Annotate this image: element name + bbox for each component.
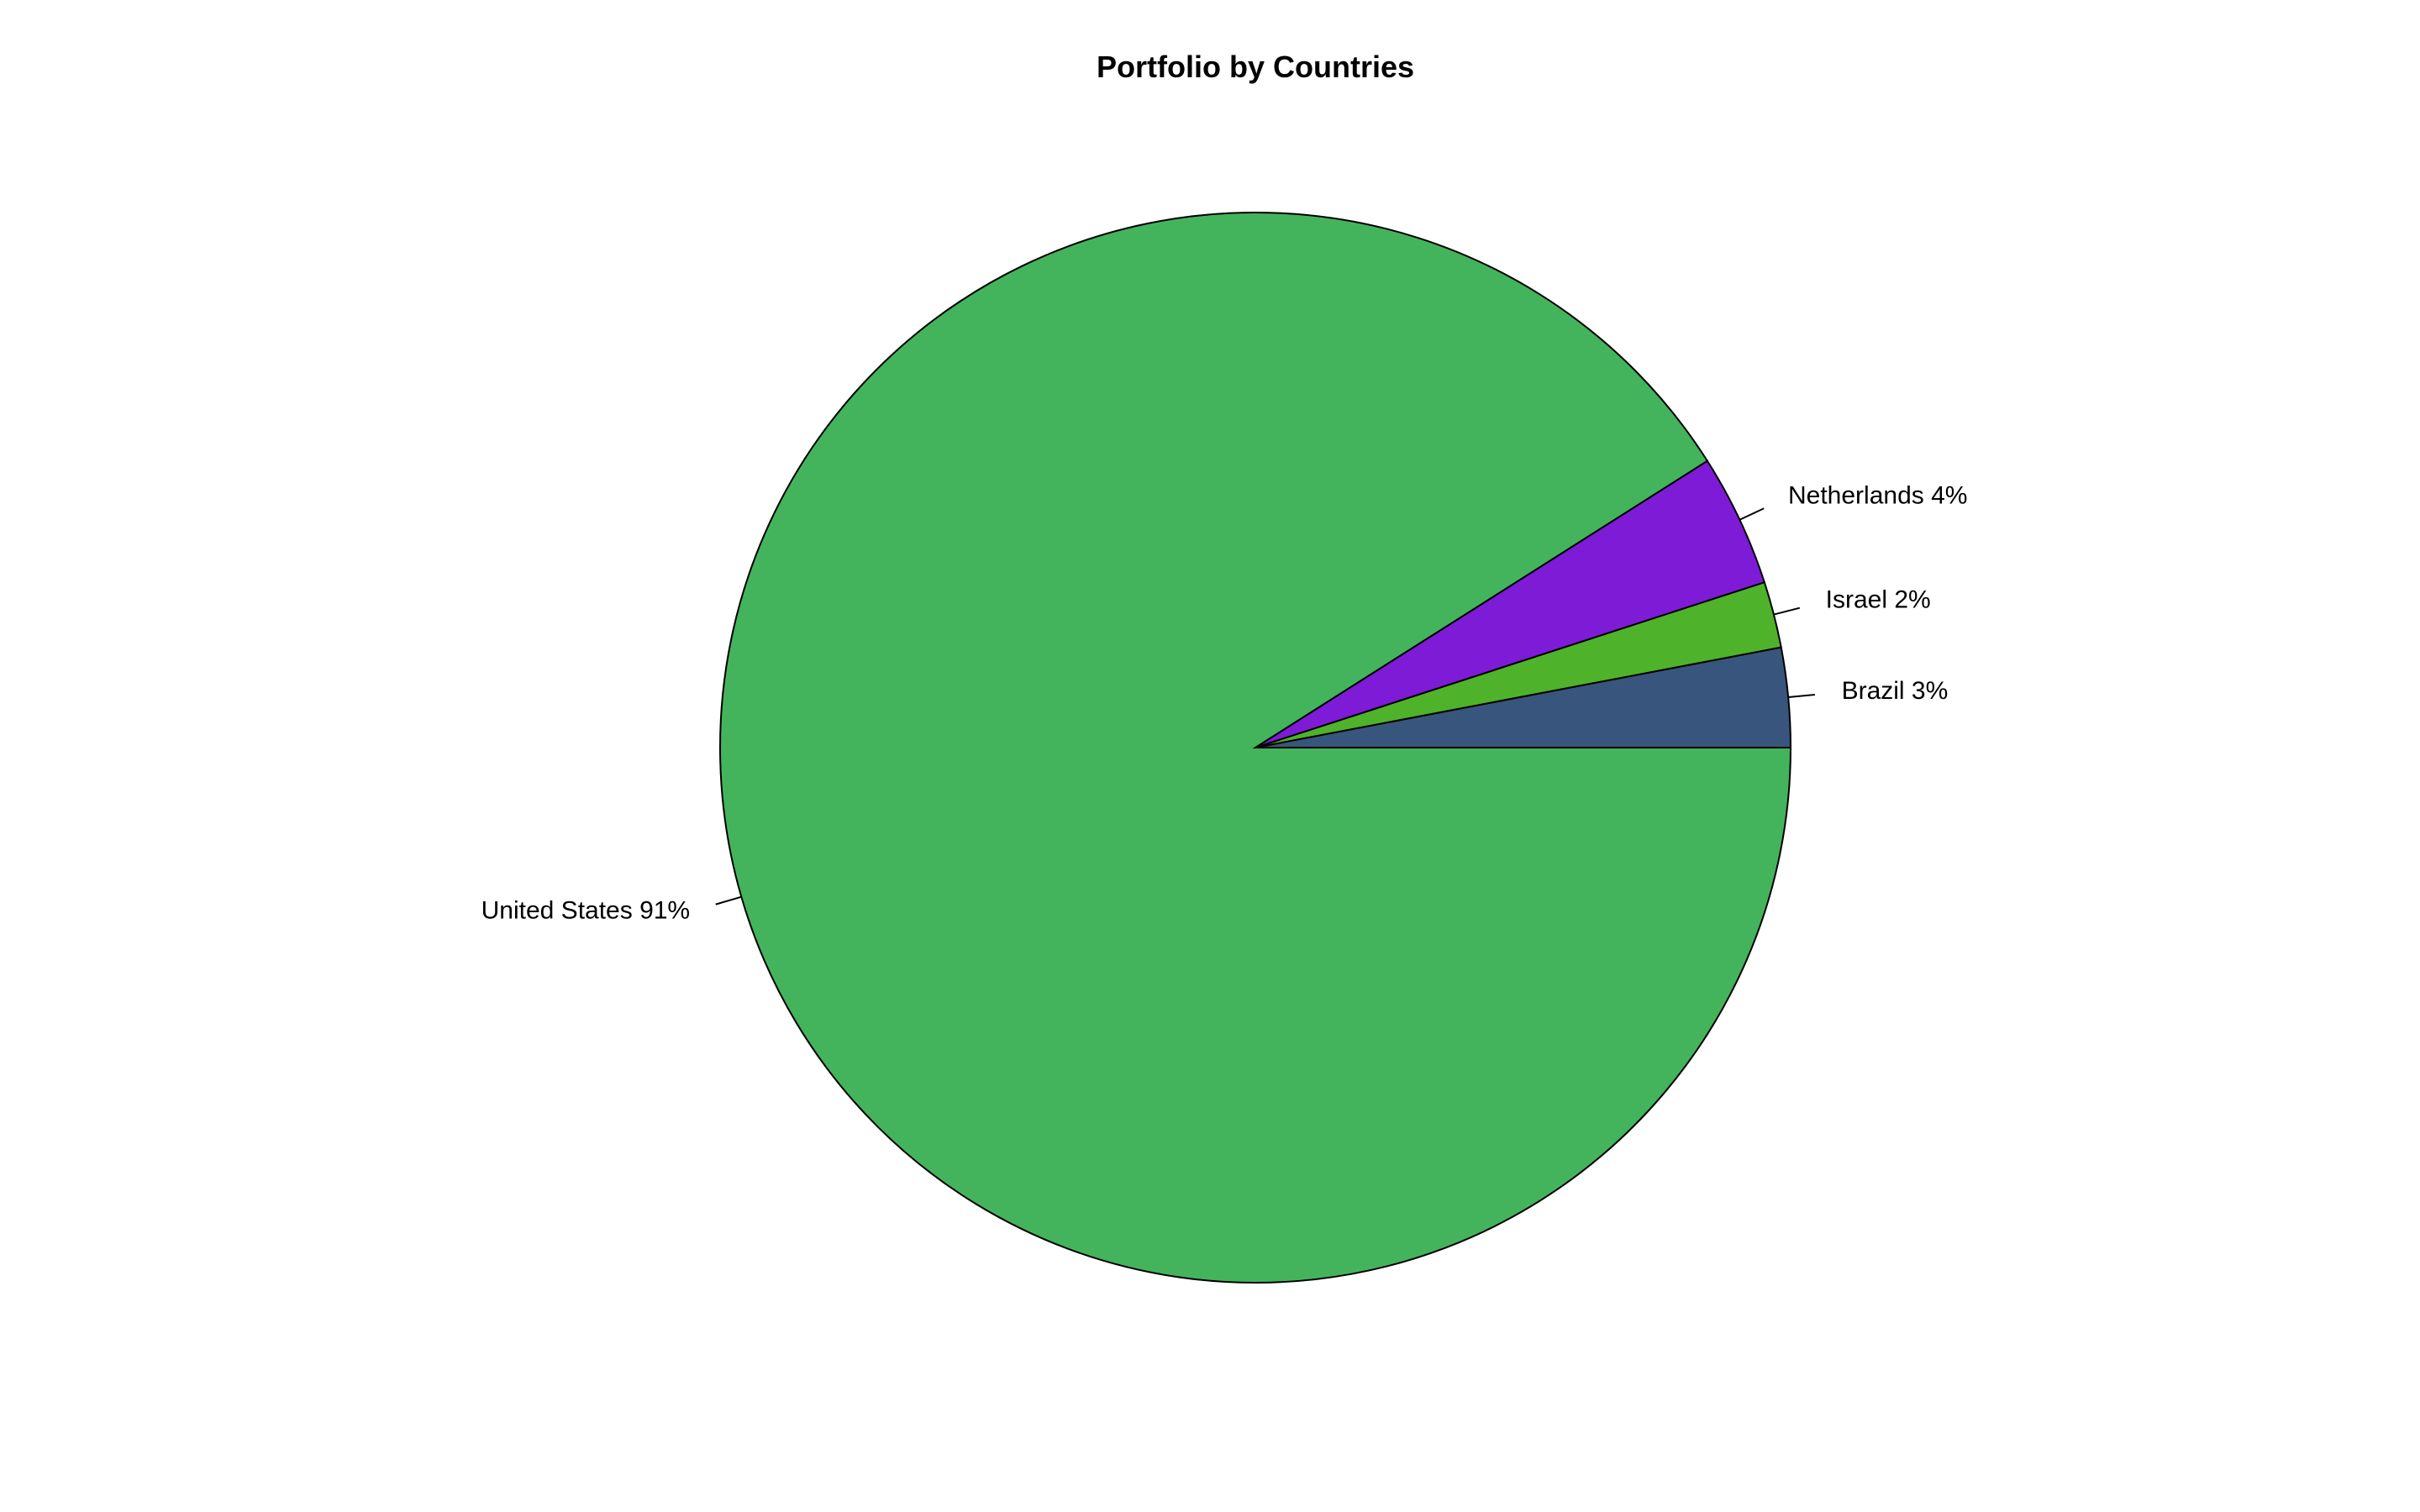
chart-title: Portfolio by Countries <box>1097 50 1414 84</box>
leader-line-netherlands <box>1739 507 1765 521</box>
pie-labels: Brazil 3% Israel 2% Netherlands 4% United S… <box>481 482 1968 925</box>
slice-label-israel: Israel 2% <box>1826 586 1931 614</box>
slice-label-netherlands: Netherlands 4% <box>1788 482 1967 510</box>
leader-line-brazil <box>1788 694 1815 699</box>
pie-leader-lines <box>715 507 1815 906</box>
leader-line-israel <box>1773 606 1801 616</box>
slice-label-united-states: United States 91% <box>481 896 690 924</box>
leader-line-united-states <box>715 895 742 906</box>
slice-label-brazil: Brazil 3% <box>1842 677 1949 705</box>
pie-slices <box>719 212 1792 1284</box>
pie-slice-united-states <box>719 212 1792 1284</box>
